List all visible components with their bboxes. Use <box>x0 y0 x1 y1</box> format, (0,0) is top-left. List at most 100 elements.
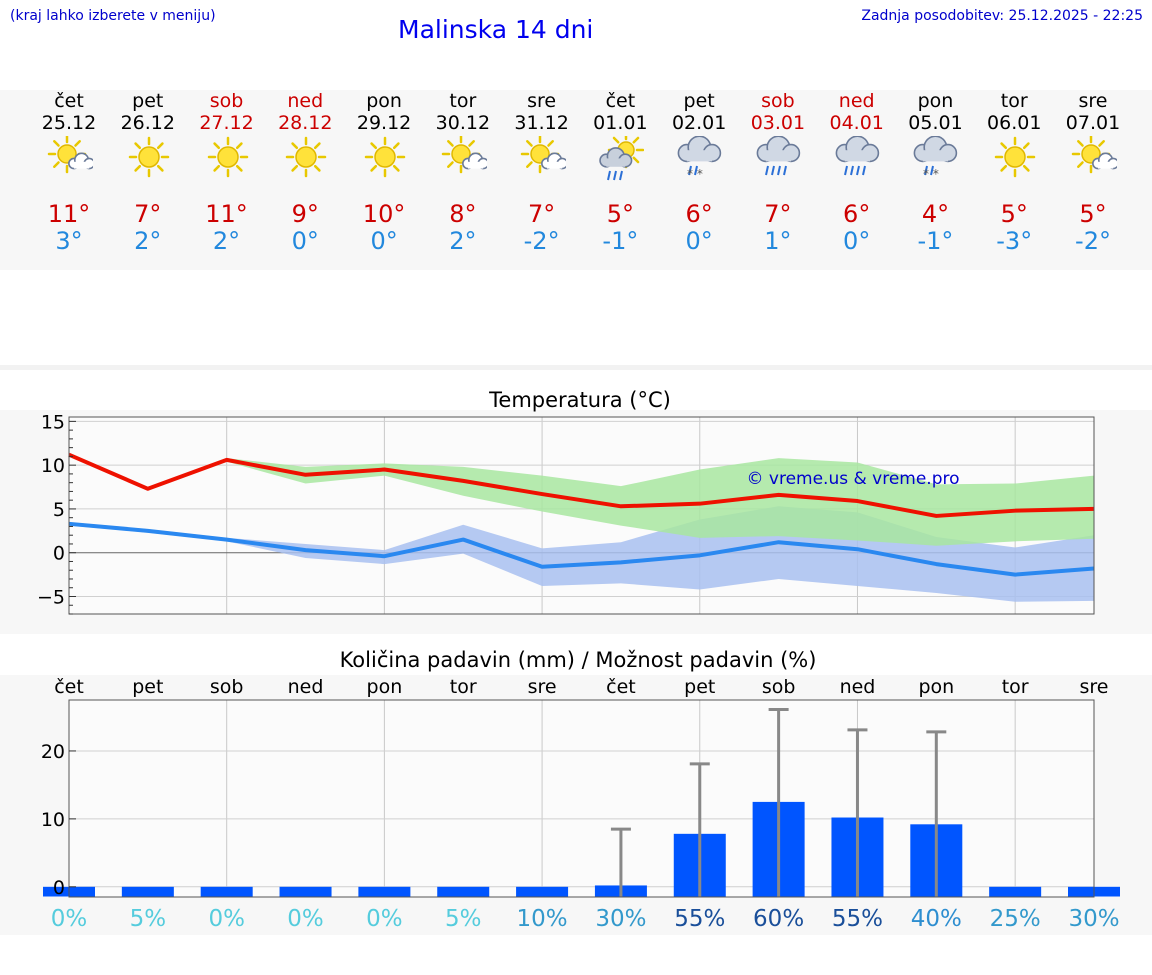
x-tick-label: sre <box>1080 676 1109 698</box>
precip-probability: 0% <box>366 906 403 932</box>
max-temp: 6° <box>843 200 871 228</box>
max-temp: 7° <box>527 200 556 228</box>
precip-probability: 5% <box>445 906 482 932</box>
day-name: tor <box>1000 90 1028 112</box>
x-tick-label: sob <box>210 676 244 698</box>
min-temp: 0° <box>843 227 871 255</box>
min-temp: -3° <box>996 227 1033 255</box>
plot-frame <box>68 416 1095 615</box>
day-date: 31.12 <box>514 112 569 134</box>
page-title: Malinska 14 dni <box>398 15 594 44</box>
y-tick-label: 20 <box>41 741 65 763</box>
x-tick-label: pet <box>132 676 163 698</box>
x-tick-label: čet <box>54 676 84 698</box>
y-tick-label: 0 <box>53 543 65 565</box>
min-temp: 0° <box>685 227 713 255</box>
precip-probability: 0% <box>208 906 245 932</box>
precip-bar <box>121 886 174 897</box>
day-name: ned <box>838 90 875 112</box>
min-temp: 2° <box>449 227 477 255</box>
day-date: 03.01 <box>750 112 806 134</box>
day-date: 07.01 <box>1065 112 1121 134</box>
day-date: 06.01 <box>987 112 1042 134</box>
x-tick-label: ned <box>840 676 876 698</box>
y-tick-label: 5 <box>53 499 65 521</box>
svg-text:* *: * * <box>687 167 703 181</box>
day-name: sob <box>209 90 244 112</box>
min-temp: 0° <box>291 227 319 255</box>
min-temp: 3° <box>55 227 83 255</box>
partly-sunny-icon <box>1071 136 1117 174</box>
max-temp: 8° <box>449 200 477 228</box>
max-temp: 11° <box>47 200 91 228</box>
min-temp: -2° <box>1075 227 1111 255</box>
last-updated: Zadnja posodobitev: 25.12.2025 - 22:25 <box>861 8 1143 24</box>
day-date: 05.01 <box>908 112 963 134</box>
max-temp: 4° <box>921 200 950 228</box>
separator <box>0 365 1152 370</box>
sunny-icon <box>207 136 248 178</box>
plot-frame <box>68 699 1095 898</box>
day-name: sre <box>527 90 557 112</box>
sunny-icon <box>128 136 170 178</box>
min-temp: -1° <box>917 227 954 255</box>
day-name: sre <box>1078 90 1108 112</box>
day-date: 28.12 <box>278 112 333 134</box>
rain-snow-icon: * * <box>677 136 722 181</box>
temperature-chart-title: Temperatura (°C) <box>489 388 671 412</box>
location-hint[interactable]: (kraj lahko izberete v meniju) <box>10 8 216 24</box>
precip-bar <box>437 886 490 897</box>
min-temp: -1° <box>602 227 639 255</box>
precip-probability: 25% <box>990 906 1041 932</box>
max-temp: 6° <box>685 200 713 228</box>
day-date: 27.12 <box>199 112 254 134</box>
max-temp: 10° <box>362 200 406 228</box>
min-temp: 0° <box>370 227 398 255</box>
precip-bar <box>279 886 332 897</box>
day-date: 04.01 <box>829 112 884 134</box>
partly-sunny-icon <box>520 136 566 174</box>
precip-probability: 55% <box>674 906 725 932</box>
svg-text:* *: * * <box>923 167 939 181</box>
min-temp: 1° <box>764 227 792 255</box>
day-date: 02.01 <box>671 112 727 134</box>
x-tick-label: čet <box>606 676 636 698</box>
precip-probability: 60% <box>753 906 804 932</box>
day-name: tor <box>449 90 477 112</box>
precip-probability: 10% <box>517 906 568 932</box>
partly-sunny-icon <box>441 136 487 174</box>
min-temp-line <box>68 521 1095 577</box>
max-temp: 11° <box>205 200 248 228</box>
y-tick-label: 15 <box>41 411 65 433</box>
day-name: pon <box>366 90 402 112</box>
precip-bar <box>516 886 569 897</box>
min-temp: 2° <box>212 227 241 255</box>
day-name: sob <box>761 90 795 112</box>
x-tick-label: ned <box>288 676 324 698</box>
rain-icon <box>756 136 801 176</box>
precip-bar <box>200 886 253 897</box>
max-temp: 5° <box>1000 200 1028 228</box>
copyright-label: © vreme.us & vreme.pro <box>746 469 959 489</box>
day-date: 25.12 <box>41 112 97 134</box>
x-tick-label: sob <box>762 676 796 698</box>
day-name: pet <box>132 90 164 112</box>
precip-probability: 5% <box>130 906 167 932</box>
sun-rain-icon <box>599 136 645 181</box>
y-tick-label: 0 <box>53 877 65 899</box>
min-temp: -2° <box>523 227 560 255</box>
x-tick-label: pon <box>367 676 403 698</box>
precip-probability: 30% <box>595 906 646 932</box>
x-tick-label: tor <box>450 676 477 698</box>
day-name: pon <box>917 90 954 112</box>
x-tick-label: sre <box>528 676 557 698</box>
day-date: 26.12 <box>120 112 175 134</box>
max-temp: 7° <box>764 200 792 228</box>
min-temp: 2° <box>134 227 162 255</box>
rain-icon <box>835 136 879 176</box>
day-date: 29.12 <box>356 112 412 134</box>
max-temp: 5° <box>606 200 635 228</box>
partly-sunny-icon <box>47 136 93 174</box>
